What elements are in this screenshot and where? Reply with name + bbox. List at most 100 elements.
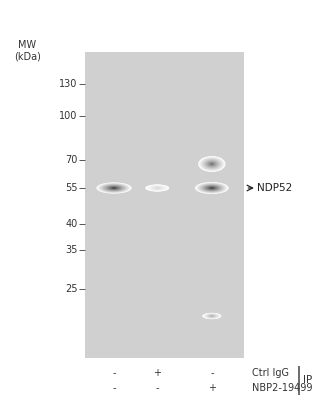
Ellipse shape	[201, 184, 223, 192]
Ellipse shape	[146, 185, 168, 191]
Ellipse shape	[200, 157, 224, 171]
Ellipse shape	[206, 160, 218, 168]
Text: -: -	[112, 368, 116, 378]
Ellipse shape	[206, 314, 218, 318]
Ellipse shape	[204, 160, 219, 168]
Ellipse shape	[207, 314, 217, 318]
Ellipse shape	[210, 315, 214, 317]
Text: +: +	[153, 368, 161, 378]
Ellipse shape	[204, 185, 220, 191]
Ellipse shape	[108, 186, 119, 190]
Ellipse shape	[205, 314, 219, 318]
Text: 130: 130	[59, 79, 78, 89]
Ellipse shape	[154, 187, 161, 189]
Ellipse shape	[148, 185, 167, 191]
Ellipse shape	[201, 158, 223, 170]
Ellipse shape	[210, 163, 214, 165]
Ellipse shape	[203, 313, 221, 319]
Ellipse shape	[210, 315, 214, 317]
Text: 35: 35	[65, 245, 78, 255]
Ellipse shape	[152, 186, 163, 190]
Ellipse shape	[208, 162, 216, 166]
Ellipse shape	[104, 185, 124, 191]
Text: MW
(kDa): MW (kDa)	[14, 40, 41, 62]
Ellipse shape	[154, 187, 160, 189]
Ellipse shape	[208, 186, 216, 190]
Ellipse shape	[203, 159, 221, 169]
Text: NBP2-19499: NBP2-19499	[252, 383, 312, 393]
Ellipse shape	[99, 183, 129, 193]
Text: +: +	[208, 383, 216, 393]
Text: 100: 100	[59, 111, 78, 121]
Ellipse shape	[203, 313, 221, 319]
Ellipse shape	[208, 314, 216, 318]
Ellipse shape	[110, 187, 117, 189]
Ellipse shape	[197, 182, 227, 194]
Ellipse shape	[206, 161, 217, 167]
Text: Ctrl IgG: Ctrl IgG	[252, 368, 289, 378]
Ellipse shape	[204, 313, 220, 319]
Text: 55: 55	[65, 183, 78, 193]
Bar	[85, 52, 244, 358]
Ellipse shape	[199, 156, 225, 172]
Ellipse shape	[199, 184, 224, 192]
Ellipse shape	[107, 186, 121, 190]
Ellipse shape	[205, 314, 219, 318]
Ellipse shape	[105, 185, 123, 191]
Text: 40: 40	[65, 219, 78, 229]
Ellipse shape	[101, 184, 126, 192]
Ellipse shape	[151, 186, 164, 190]
Ellipse shape	[148, 185, 166, 191]
Ellipse shape	[209, 315, 215, 317]
Ellipse shape	[205, 160, 219, 168]
Ellipse shape	[196, 182, 228, 194]
Ellipse shape	[151, 186, 163, 190]
Text: -: -	[156, 383, 159, 393]
Ellipse shape	[202, 158, 221, 170]
Ellipse shape	[198, 183, 225, 193]
Ellipse shape	[197, 183, 226, 193]
Ellipse shape	[145, 184, 169, 192]
Ellipse shape	[207, 314, 217, 318]
Ellipse shape	[204, 185, 220, 191]
Ellipse shape	[98, 183, 130, 193]
Ellipse shape	[96, 182, 132, 194]
Text: -: -	[112, 383, 116, 393]
Ellipse shape	[209, 162, 214, 166]
Ellipse shape	[206, 186, 218, 190]
Ellipse shape	[150, 186, 164, 190]
Ellipse shape	[210, 187, 213, 189]
Ellipse shape	[204, 314, 220, 318]
Ellipse shape	[209, 187, 215, 189]
Ellipse shape	[109, 186, 118, 190]
Text: 25: 25	[65, 284, 78, 294]
Ellipse shape	[203, 185, 221, 191]
Ellipse shape	[146, 184, 169, 192]
Text: IP: IP	[303, 375, 313, 386]
Ellipse shape	[207, 186, 217, 190]
Text: 70: 70	[65, 155, 78, 165]
Ellipse shape	[153, 187, 161, 189]
Ellipse shape	[208, 162, 215, 166]
Ellipse shape	[198, 156, 225, 172]
Ellipse shape	[207, 161, 217, 167]
Ellipse shape	[209, 315, 215, 317]
Text: NDP52: NDP52	[257, 183, 293, 193]
Ellipse shape	[206, 314, 218, 318]
Ellipse shape	[205, 186, 219, 190]
Ellipse shape	[108, 186, 120, 190]
Ellipse shape	[111, 187, 117, 189]
Text: -: -	[210, 368, 213, 378]
Ellipse shape	[102, 184, 126, 192]
Ellipse shape	[101, 184, 127, 192]
Ellipse shape	[149, 186, 166, 190]
Ellipse shape	[97, 183, 131, 193]
Ellipse shape	[208, 315, 216, 317]
Ellipse shape	[211, 163, 213, 165]
Ellipse shape	[195, 182, 229, 194]
Ellipse shape	[204, 159, 220, 169]
Ellipse shape	[106, 186, 122, 190]
Ellipse shape	[202, 313, 221, 319]
Ellipse shape	[150, 186, 165, 190]
Ellipse shape	[103, 185, 125, 191]
